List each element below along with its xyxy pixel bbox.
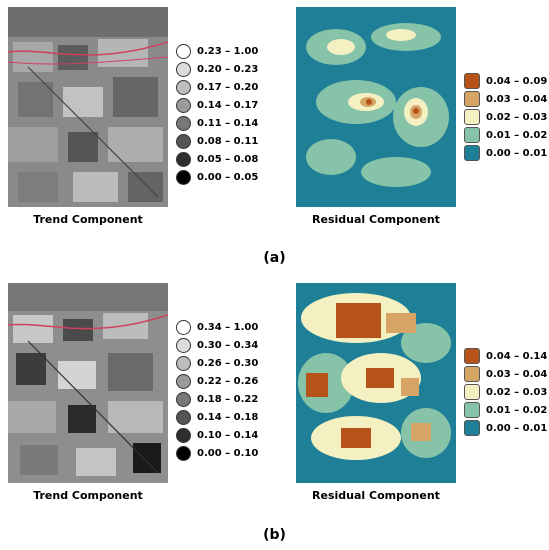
legend-label: 0.00 – 0.10 (197, 447, 259, 459)
legend-swatch (176, 337, 191, 353)
legend-swatch (176, 169, 191, 185)
legend-swatch (464, 402, 480, 418)
legend-item: 0.14 – 0.18 (176, 408, 258, 426)
legend-label: 0.14 – 0.17 (197, 99, 259, 111)
legend-item: 0.00 – 0.10 (176, 444, 258, 462)
legend-label: 0.34 – 1.00 (197, 321, 259, 333)
legend-item: 0.02 – 0.03 (464, 383, 547, 401)
legend-item: 0.00 – 0.01 (464, 419, 547, 437)
legend-item: 0.14 – 0.17 (176, 96, 258, 114)
legend-item: 0.23 – 1.00 (176, 42, 258, 60)
legend-label: 0.03 – 0.04 (486, 368, 548, 380)
legend-item: 0.03 – 0.04 (464, 365, 547, 383)
legend-swatch (176, 427, 191, 443)
residual-map-a (296, 7, 456, 207)
legend-item: 0.01 – 0.02 (464, 126, 547, 144)
legend-label: 0.22 – 0.26 (197, 375, 259, 387)
legend-label: 0.01 – 0.02 (486, 404, 548, 416)
legend-label: 0.03 – 0.04 (486, 93, 548, 105)
legend-item: 0.03 – 0.04 (464, 90, 547, 108)
legend-item: 0.11 – 0.14 (176, 114, 258, 132)
legend-swatch (464, 366, 480, 382)
legend-label: 0.01 – 0.02 (486, 129, 548, 141)
trend-caption-a: Trend Component (33, 213, 143, 226)
legend-swatch (464, 73, 480, 89)
residual-legend-a: 0.04 – 0.09 0.03 – 0.04 0.02 – 0.03 0.01 – … (464, 72, 547, 162)
legend-label: 0.00 – 0.01 (486, 422, 548, 434)
legend-swatch (176, 151, 191, 167)
legend-swatch (176, 61, 191, 77)
legend-swatch (464, 384, 480, 400)
legend-label: 0.04 – 0.09 (486, 75, 548, 87)
legend-swatch (464, 348, 480, 364)
legend-item: 0.01 – 0.02 (464, 401, 547, 419)
legend-label: 0.08 – 0.11 (197, 135, 259, 147)
legend-label: 0.05 – 0.08 (197, 153, 259, 165)
legend-item: 0.02 – 0.03 (464, 108, 547, 126)
legend-swatch (176, 115, 191, 131)
legend-swatch (464, 145, 480, 161)
trend-legend-a: 0.23 – 1.00 0.20 – 0.23 0.17 – 0.20 0.14 – … (176, 42, 258, 186)
legend-item: 0.34 – 1.00 (176, 318, 258, 336)
trend-map-a (8, 7, 168, 207)
legend-swatch (176, 409, 191, 425)
legend-swatch (176, 373, 191, 389)
legend-label: 0.26 – 0.30 (197, 357, 259, 369)
panel-a: 0.23 – 1.00 0.20 – 0.23 0.17 – 0.20 0.14 – … (8, 7, 547, 266)
residual-caption-b: Residual Component (312, 489, 440, 502)
legend-swatch (176, 319, 191, 335)
legend-label: 0.14 – 0.18 (197, 411, 259, 423)
trend-caption-b: Trend Component (33, 489, 143, 502)
legend-swatch (176, 133, 191, 149)
legend-item: 0.00 – 0.01 (464, 144, 547, 162)
legend-label: 0.17 – 0.20 (197, 81, 259, 93)
trend-legend-b: 0.34 – 1.00 0.30 – 0.34 0.26 – 0.30 0.22 – … (176, 318, 258, 462)
legend-item: 0.10 – 0.14 (176, 426, 258, 444)
legend-label: 0.10 – 0.14 (197, 429, 259, 441)
legend-item: 0.30 – 0.34 (176, 336, 258, 354)
legend-label: 0.30 – 0.34 (197, 339, 259, 351)
legend-swatch (464, 109, 480, 125)
legend-label: 0.23 – 1.00 (197, 45, 259, 57)
panel-b: 0.34 – 1.00 0.30 – 0.34 0.26 – 0.30 0.22 – … (0, 275, 549, 550)
legend-label: 0.02 – 0.03 (486, 386, 548, 398)
legend-swatch (176, 445, 191, 461)
trend-map-b (8, 283, 168, 483)
legend-swatch (176, 97, 191, 113)
legend-swatch (464, 91, 480, 107)
residual-caption-a: Residual Component (312, 213, 440, 226)
legend-item: 0.04 – 0.09 (464, 72, 547, 90)
legend-item: 0.04 – 0.14 (464, 347, 547, 365)
legend-swatch (176, 79, 191, 95)
legend-item: 0.26 – 0.30 (176, 354, 258, 372)
legend-label: 0.20 – 0.23 (197, 63, 259, 75)
legend-swatch (464, 420, 480, 436)
legend-label: 0.00 – 0.01 (486, 147, 548, 159)
legend-swatch (176, 355, 191, 371)
residual-legend-b: 0.04 – 0.14 0.03 – 0.04 0.02 – 0.03 0.01 – … (464, 347, 547, 437)
legend-item: 0.05 – 0.08 (176, 150, 258, 168)
legend-item: 0.17 – 0.20 (176, 78, 258, 96)
legend-item: 0.22 – 0.26 (176, 372, 258, 390)
residual-map-b (296, 283, 456, 483)
legend-item: 0.20 – 0.23 (176, 60, 258, 78)
legend-swatch (464, 127, 480, 143)
legend-swatch (176, 43, 191, 59)
legend-label: 0.11 – 0.14 (197, 117, 259, 129)
legend-swatch (176, 391, 191, 407)
legend-label: 0.00 – 0.05 (197, 171, 259, 183)
legend-label: 0.18 – 0.22 (197, 393, 259, 405)
panel-label-b: (b) (263, 527, 286, 543)
legend-item: 0.00 – 0.05 (176, 168, 258, 186)
legend-item: 0.18 – 0.22 (176, 390, 258, 408)
legend-label: 0.04 – 0.14 (486, 350, 548, 362)
legend-label: 0.02 – 0.03 (486, 111, 548, 123)
panel-label-a: (a) (263, 250, 286, 266)
legend-item: 0.08 – 0.11 (176, 132, 258, 150)
